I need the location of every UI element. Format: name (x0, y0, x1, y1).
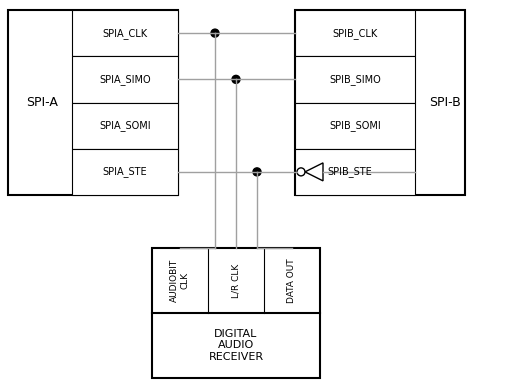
Bar (295, 10, 415, 56)
Bar (8, 10, 178, 195)
Bar (72, 149, 178, 195)
Text: SPIA_SIMO: SPIA_SIMO (99, 74, 151, 85)
Text: DATA OUT: DATA OUT (287, 258, 296, 303)
Circle shape (297, 168, 305, 176)
Text: L/R CLK: L/R CLK (232, 263, 240, 298)
Text: SPI-B: SPI-B (429, 96, 461, 108)
Text: AUDIOBIT
CLK: AUDIOBIT CLK (170, 259, 190, 302)
Circle shape (253, 168, 261, 176)
Bar (295, 149, 415, 195)
Circle shape (232, 75, 240, 83)
Text: SPIA_SOMI: SPIA_SOMI (99, 120, 151, 131)
Text: SPI-A: SPI-A (26, 96, 58, 108)
Bar (295, 56, 415, 103)
Text: SPIA_CLK: SPIA_CLK (103, 28, 148, 39)
Bar (295, 10, 465, 195)
Text: SPIB_CLK: SPIB_CLK (333, 28, 378, 39)
Circle shape (211, 29, 219, 37)
Bar (72, 103, 178, 149)
Bar (72, 56, 178, 103)
Text: DIGITAL
AUDIO
RECEIVER: DIGITAL AUDIO RECEIVER (208, 329, 264, 362)
Bar (295, 103, 415, 149)
Polygon shape (305, 163, 323, 181)
Bar (72, 10, 178, 56)
Text: SPIB_SIMO: SPIB_SIMO (329, 74, 381, 85)
Text: SPIB_STE: SPIB_STE (327, 167, 372, 177)
Text: SPIB_SOMI: SPIB_SOMI (329, 120, 381, 131)
Text: SPIA_STE: SPIA_STE (103, 167, 147, 177)
Bar (152, 248, 320, 378)
